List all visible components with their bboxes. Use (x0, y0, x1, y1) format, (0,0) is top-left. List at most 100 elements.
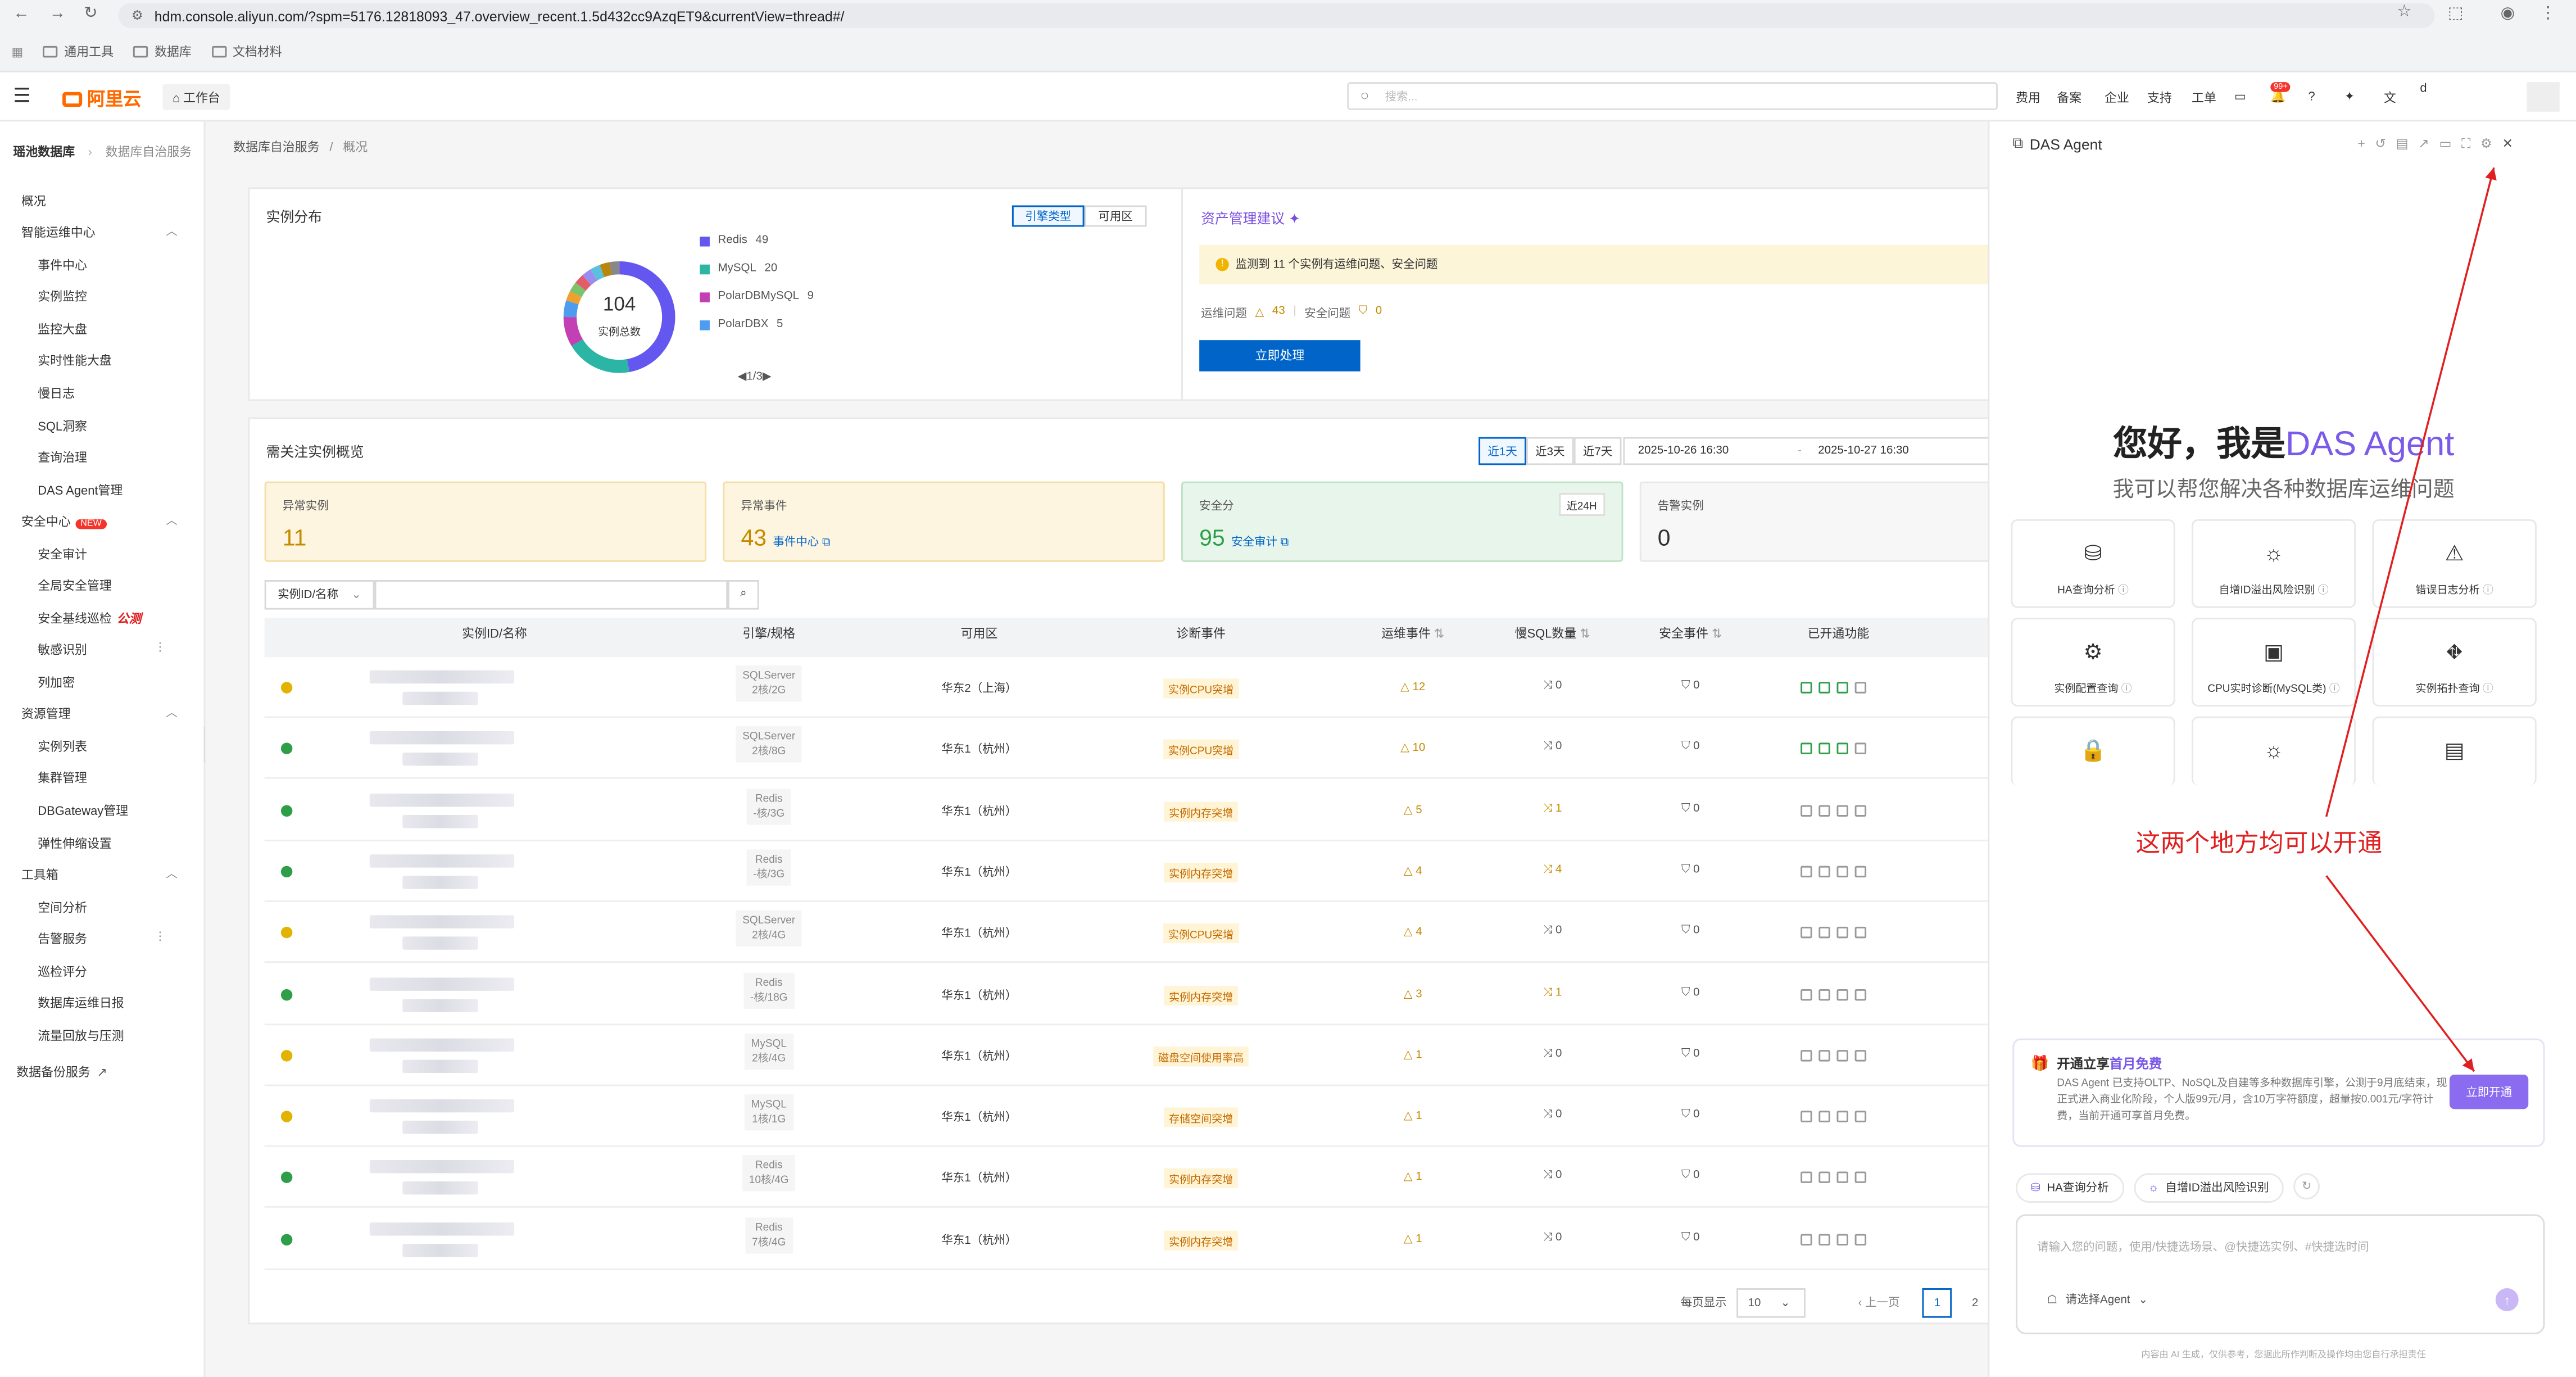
address-bar[interactable]: ⚙ hdm.console.aliyun.com/?spm=5176.12818… (118, 3, 2435, 28)
sidebar-item[interactable]: 安全审计 (38, 546, 87, 564)
workbench-button[interactable]: ⌂ 工作台 (162, 84, 230, 110)
bookmark-folder[interactable]: 通用工具 (43, 42, 114, 60)
slow-sql[interactable]: ⤨ 0 (1543, 1232, 1562, 1245)
language-icon[interactable]: 文 (2383, 90, 2396, 106)
feature-icon[interactable] (1854, 1111, 1867, 1123)
instance-id-redacted[interactable] (369, 792, 515, 807)
feature-icon[interactable] (1818, 1233, 1830, 1245)
filter-search-input[interactable] (374, 579, 728, 610)
sidebar-item[interactable]: DBGateway管理 (38, 802, 128, 820)
sidebar-item[interactable]: 慢日志 (38, 384, 75, 402)
reload-icon[interactable]: ↻ (84, 4, 98, 23)
agent-select[interactable]: ☖ 请选择Agent ⌄ (2047, 1292, 2148, 1308)
history-icon[interactable]: ↺ (2375, 136, 2387, 151)
nav-support[interactable]: 支持 (2147, 90, 2172, 106)
slow-sql[interactable]: ⤨ 0 (1543, 680, 1562, 693)
ops-events[interactable]: △ 4 (1404, 864, 1422, 877)
feature-icon[interactable] (1836, 866, 1848, 877)
sidebar-item[interactable]: 安全基线巡检 公测 (38, 610, 141, 628)
slow-sql[interactable]: ⤨ 1 (1543, 803, 1562, 816)
more-icon[interactable]: ⋮ (154, 931, 166, 944)
filter-search-button[interactable]: ⌕ (728, 579, 759, 610)
diagnosis-tag[interactable]: 实例内存突增 (1164, 1168, 1238, 1189)
page-2-button[interactable]: 2 (1972, 1297, 1979, 1309)
ops-events[interactable]: △ 4 (1404, 925, 1422, 938)
diagnosis-tag[interactable]: 实例CPU突增 (1163, 678, 1239, 699)
kpi-link[interactable]: 安全审计 ⧉ (1231, 537, 1289, 549)
instance-id-redacted[interactable] (369, 1222, 515, 1235)
ops-events[interactable]: △ 12 (1400, 680, 1425, 693)
sidebar-item[interactable]: 数据备份服务 ↗ (16, 1063, 107, 1081)
feature-icon[interactable] (1818, 927, 1830, 939)
menu-icon[interactable]: ⋮ (2539, 4, 2556, 23)
security-events[interactable]: ⛉ 0 (1681, 987, 1699, 1000)
sidebar-item[interactable]: 告警服务 (38, 930, 87, 948)
range-1d[interactable]: 近1天 (1479, 437, 1526, 465)
feature-icon[interactable] (1854, 927, 1867, 939)
feature-icon[interactable] (1854, 1172, 1867, 1184)
feature-icon[interactable] (1854, 682, 1867, 694)
instance-id-redacted[interactable] (369, 977, 515, 990)
instance-id-redacted[interactable] (369, 915, 515, 929)
feature-icon[interactable] (1801, 1172, 1812, 1184)
sidebar-item[interactable]: 监控大盘 (38, 320, 87, 338)
gear-icon[interactable]: ⚙ (2480, 136, 2492, 151)
security-events[interactable]: ⛉ 0 (1681, 680, 1699, 693)
agent-tool-card[interactable]: 🔒 (2011, 716, 2175, 786)
feature-icon[interactable] (1801, 1233, 1812, 1245)
sidebar-item[interactable]: 列加密 (38, 674, 75, 692)
breadcrumb-service[interactable]: 数据库自治服务 (233, 139, 320, 155)
kpi-link[interactable]: 事件中心 ⧉ (773, 537, 830, 549)
kpi-tag[interactable]: 近24H (1558, 493, 1606, 516)
feature-icon[interactable] (1818, 804, 1830, 816)
feature-icon[interactable] (1836, 1172, 1848, 1184)
ops-events[interactable]: △ 1 (1404, 1232, 1422, 1245)
diagnosis-tag[interactable]: 实例CPU突增 (1163, 740, 1239, 760)
sidebar-item[interactable]: 数据库运维日报 (38, 994, 124, 1012)
security-events[interactable]: ⛉ 0 (1681, 1109, 1699, 1122)
apps-icon[interactable]: ▦ (11, 43, 24, 58)
bookmark-star-icon[interactable]: ☆ (2397, 3, 2412, 22)
diagnosis-tag[interactable]: 实例内存突增 (1164, 1230, 1238, 1250)
column-header[interactable]: 运维事件 ⇅ (1381, 624, 1444, 642)
legend-item[interactable]: MySQL 20 (700, 263, 777, 274)
prev-page-button[interactable]: ‹ 上一页 (1858, 1298, 1900, 1310)
column-header[interactable]: 安全事件 ⇅ (1659, 624, 1722, 642)
diagnosis-tag[interactable]: 实例CPU突增 (1163, 923, 1239, 944)
per-page-select[interactable]: 10 ⌄ (1736, 1288, 1806, 1318)
page-1-button[interactable]: 1 (1922, 1288, 1952, 1318)
sidebar-item[interactable]: 查询治理 (38, 449, 87, 466)
screenshot-icon[interactable]: ⛶ (2461, 136, 2471, 151)
feature-icon[interactable] (1836, 1111, 1848, 1123)
close-icon[interactable]: ✕ (2502, 136, 2514, 151)
feature-icon[interactable] (1818, 743, 1830, 755)
ops-events[interactable]: △ 5 (1404, 803, 1422, 816)
feature-icon[interactable] (1801, 866, 1812, 877)
feature-icon[interactable] (1801, 804, 1812, 816)
feature-icon[interactable] (1818, 988, 1830, 1000)
agent-tool-card[interactable]: ☼ (2191, 716, 2356, 786)
feature-icon[interactable] (1818, 1111, 1830, 1123)
feature-icon[interactable] (1801, 927, 1812, 939)
range-3d[interactable]: 近3天 (1526, 437, 1574, 465)
feature-icon[interactable] (1836, 743, 1848, 755)
search-input[interactable]: ○ 搜索... (1347, 82, 1998, 110)
security-events[interactable]: ⛉ 0 (1681, 741, 1699, 754)
ops-events[interactable]: △ 10 (1400, 741, 1425, 754)
ops-count[interactable]: 43 (1272, 305, 1285, 318)
sidebar-item[interactable]: 全局安全管理 (38, 577, 112, 595)
chat-input-box[interactable]: 请输入您的问题，使用/快捷选场景、@快捷选实例、#快捷选时间 ☖ 请选择Agent… (2016, 1214, 2545, 1334)
ai-assistant-icon[interactable]: ✦ (2344, 88, 2355, 104)
feature-icon[interactable] (1818, 682, 1830, 694)
hamburger-icon[interactable]: ☰ (13, 84, 31, 107)
ops-events[interactable]: △ 1 (1404, 1171, 1422, 1184)
ops-events[interactable]: △ 1 (1404, 1048, 1422, 1061)
agent-tool-card[interactable]: ▣ CPU实时诊断(MySQL类) ⓘ (2191, 618, 2356, 707)
diagnosis-tag[interactable]: 实例内存突增 (1164, 985, 1238, 1005)
feature-icon[interactable] (1854, 1233, 1867, 1245)
sidebar-item[interactable]: 弹性伸缩设置 (38, 835, 112, 853)
bookmark-folder[interactable]: 数据库 (133, 42, 192, 60)
nav-ticket[interactable]: 工单 (2191, 90, 2216, 106)
instance-id-redacted[interactable] (369, 670, 515, 684)
slow-sql[interactable]: ⤨ 0 (1543, 1109, 1562, 1122)
